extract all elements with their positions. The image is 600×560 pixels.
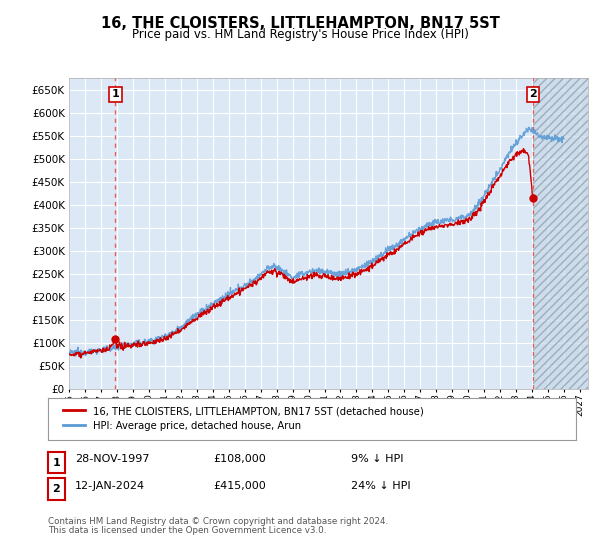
Legend: 16, THE CLOISTERS, LITTLEHAMPTON, BN17 5ST (detached house), HPI: Average price,: 16, THE CLOISTERS, LITTLEHAMPTON, BN17 5… — [58, 401, 429, 436]
Text: 1: 1 — [53, 458, 60, 468]
Text: £415,000: £415,000 — [213, 480, 266, 491]
Text: £108,000: £108,000 — [213, 454, 266, 464]
Text: 16, THE CLOISTERS, LITTLEHAMPTON, BN17 5ST: 16, THE CLOISTERS, LITTLEHAMPTON, BN17 5… — [101, 16, 499, 31]
Text: 12-JAN-2024: 12-JAN-2024 — [75, 480, 145, 491]
Text: 2: 2 — [529, 89, 536, 99]
Text: 28-NOV-1997: 28-NOV-1997 — [75, 454, 149, 464]
Text: 2: 2 — [53, 484, 60, 494]
Text: 1: 1 — [112, 89, 119, 99]
Text: 24% ↓ HPI: 24% ↓ HPI — [351, 480, 410, 491]
Text: This data is licensed under the Open Government Licence v3.0.: This data is licensed under the Open Gov… — [48, 526, 326, 535]
Text: Price paid vs. HM Land Registry's House Price Index (HPI): Price paid vs. HM Land Registry's House … — [131, 28, 469, 41]
Text: Contains HM Land Registry data © Crown copyright and database right 2024.: Contains HM Land Registry data © Crown c… — [48, 517, 388, 526]
Bar — [533, 78, 588, 389]
Text: 9% ↓ HPI: 9% ↓ HPI — [351, 454, 404, 464]
